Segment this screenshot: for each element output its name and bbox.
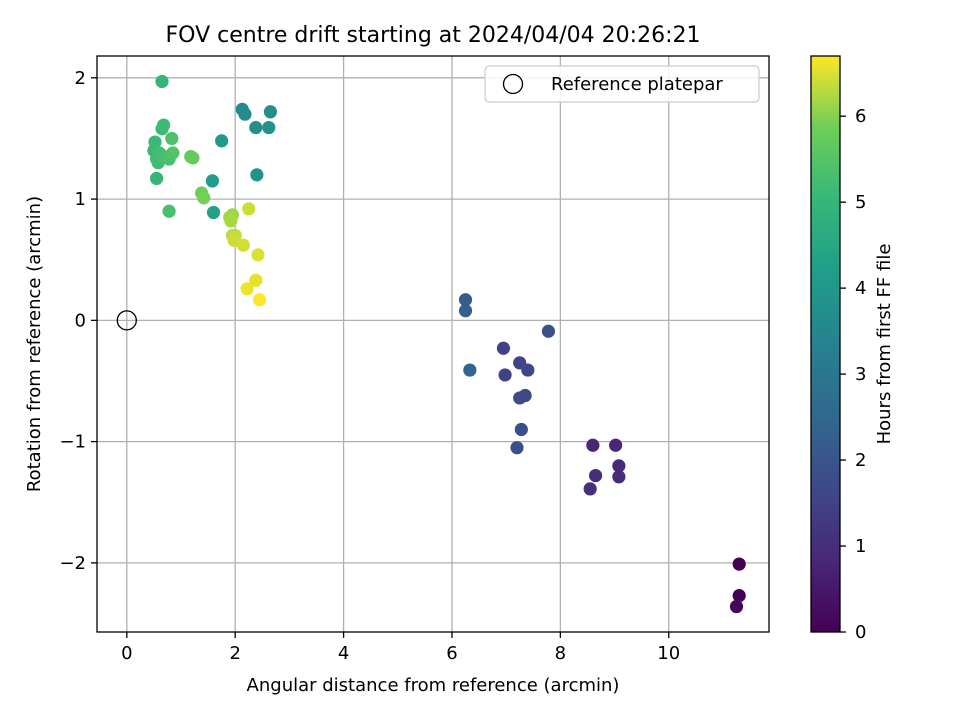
colorbar-tick-label: 6	[855, 106, 866, 127]
scatter-point	[583, 482, 597, 496]
reference-platepar-point	[116, 310, 137, 331]
x-tick-label: 4	[338, 643, 349, 664]
scatter-point	[224, 214, 238, 228]
plot-frame	[96, 55, 770, 633]
scatter-point	[498, 368, 512, 382]
scatter-point	[510, 441, 524, 455]
scatter-point	[166, 146, 180, 160]
scatter-point	[609, 438, 623, 452]
scatter-point	[165, 131, 179, 146]
scatter-point	[206, 205, 221, 220]
scatter-point	[240, 282, 254, 296]
scatter-point	[251, 248, 265, 262]
colorbar-tick-label: 3	[855, 364, 866, 385]
scatter-point	[496, 341, 511, 355]
colorbar-tick-label: 0	[855, 622, 866, 643]
scatter-point	[186, 151, 200, 165]
colorbar-ticks: 0 1 2 3 4 5 6	[840, 106, 866, 643]
scatter-point	[215, 134, 229, 148]
scatter-point	[612, 470, 626, 484]
scatter-point	[586, 438, 600, 452]
x-axis-label: Angular distance from reference (arcmin)	[247, 675, 620, 696]
scatter-point	[521, 363, 535, 377]
scatter-point	[612, 459, 626, 473]
scatter-point	[262, 120, 276, 135]
scatter-point	[458, 304, 473, 318]
scatter-point	[514, 422, 528, 437]
scatter-point	[732, 557, 746, 571]
scatter-point	[249, 120, 263, 135]
x-tick-label: 10	[657, 643, 680, 664]
scatter-point	[155, 74, 169, 89]
scatter-point	[249, 273, 263, 287]
chart-title: FOV centre drift starting at 2024/04/04 …	[166, 23, 701, 48]
y-tick-label: −2	[59, 553, 86, 574]
scatter-point	[518, 388, 532, 403]
scatter-point	[197, 191, 211, 205]
scatter-point	[588, 468, 603, 483]
x-tick-label: 6	[446, 643, 457, 664]
legend-box	[484, 65, 760, 103]
legend: Reference platepar	[484, 65, 760, 103]
scatter-point	[732, 589, 746, 603]
scatter-point	[458, 293, 473, 307]
scatter-point	[238, 107, 252, 121]
y-tick-label: 1	[75, 189, 86, 210]
colorbar-tick-label: 2	[855, 450, 866, 471]
y-tick-label: 0	[75, 310, 86, 331]
colorbar-tick-label: 4	[855, 278, 866, 299]
scatter-point	[205, 174, 220, 188]
legend-label: Reference platepar	[551, 74, 723, 95]
colorbar-frame	[810, 55, 841, 633]
colorbar-gradient	[811, 56, 840, 632]
scatter-point	[157, 118, 171, 132]
reference-marker	[116, 310, 137, 331]
y-tick-label: 2	[75, 68, 86, 89]
scatter-point	[263, 105, 278, 119]
colorbar-label: Hours from first FF file	[874, 244, 895, 445]
scatter-point	[729, 599, 744, 614]
scatter-point	[463, 363, 477, 377]
colorbar: 0 1 2 3 4 5 6 Hours from first FF file	[810, 55, 895, 643]
legend-marker-open-circle-icon	[502, 73, 524, 95]
scatter-point	[242, 202, 256, 216]
colorbar-tick-label: 5	[855, 192, 866, 213]
scatter-point	[162, 204, 176, 218]
data-points	[147, 74, 746, 614]
axis-ticks: 0 2 4 6 8 10 −2 −1 0 1 2	[59, 68, 680, 664]
scatter-point	[250, 168, 264, 182]
x-tick-label: 8	[555, 643, 566, 664]
grid-lines	[97, 56, 769, 632]
scatter-point	[236, 238, 250, 252]
x-tick-label: 2	[229, 643, 240, 664]
colorbar-tick-label: 1	[855, 536, 866, 557]
scatter-point	[252, 293, 267, 307]
y-axis-label: Rotation from reference (arcmin)	[24, 196, 45, 492]
scatter-point	[150, 171, 164, 186]
scatter-point	[541, 324, 556, 338]
y-tick-label: −1	[59, 432, 86, 453]
x-tick-label: 0	[121, 643, 132, 664]
